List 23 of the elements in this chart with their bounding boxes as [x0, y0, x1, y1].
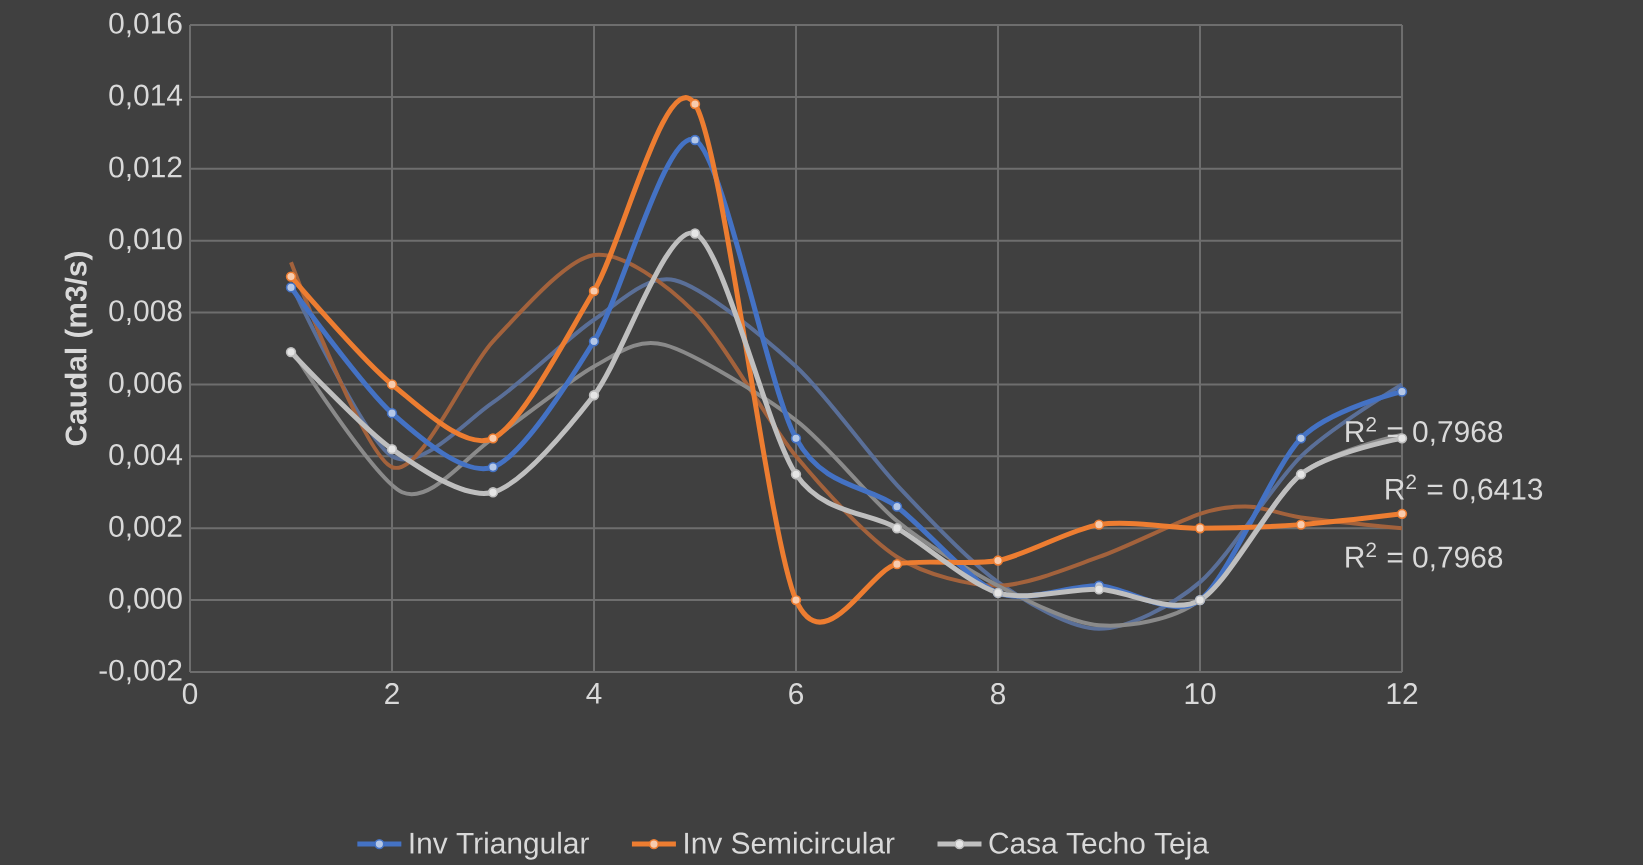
legend-label: Inv Semicircular	[685, 831, 895, 854]
x-tick-label: 6	[789, 683, 804, 705]
y-axis-title: Caudal (m3/s)	[64, 252, 93, 446]
y-tick-label: 0,006	[109, 372, 182, 397]
y-tick-label: 0,016	[109, 12, 182, 38]
x-tick-label: 12	[1387, 683, 1418, 704]
y-tick-label: 0,000	[109, 587, 182, 613]
y-tick-label: 0,010	[109, 228, 182, 253]
annotation: R$^{2}$ = 0,7968	[1346, 542, 1503, 572]
y-tick-label: 0,008	[109, 300, 182, 325]
x-tick-label: 0	[182, 683, 198, 705]
x-tick-label: 2	[385, 683, 399, 704]
y-tick-label: -0,002	[99, 659, 182, 685]
y-tick-label: 0,014	[109, 84, 183, 110]
legend-label: Inv Triangular	[410, 831, 589, 860]
x-tick-label: 10	[1185, 683, 1216, 705]
annotation: R$^{2}$ = 0,6413	[1386, 474, 1543, 504]
y-tick-label: 0,002	[109, 515, 182, 541]
y-tick-label: 0,012	[109, 156, 182, 182]
x-tick-label: 8	[991, 683, 1006, 705]
legend-label: Casa Techo Teja	[989, 831, 1209, 860]
y-tick-label: 0,004	[109, 443, 183, 469]
x-tick-label: 4	[586, 683, 602, 704]
